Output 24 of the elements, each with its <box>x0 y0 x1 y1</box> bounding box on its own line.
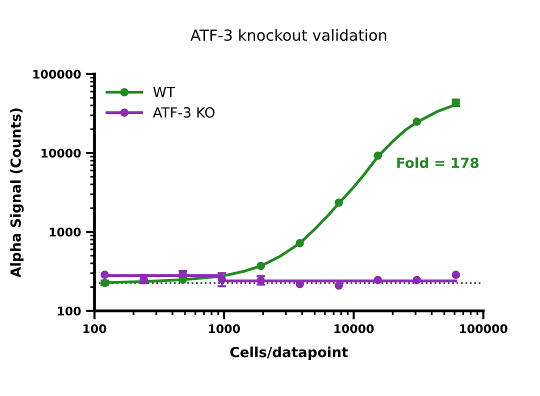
point <box>412 276 422 284</box>
point <box>452 270 460 280</box>
point <box>256 262 265 270</box>
x-tick-label: 10000 <box>334 324 374 334</box>
x-tick-label: 100000 <box>460 324 508 334</box>
point <box>296 239 304 248</box>
y-tick-label: 100 <box>58 306 81 316</box>
x-tick-label: 1000 <box>209 324 240 334</box>
y-axis-title: Alpha Signal (Counts) <box>10 108 24 278</box>
x-tick-label: 100 <box>84 324 106 334</box>
chart-title: ATF-3 knockout validation <box>190 29 386 41</box>
y-tick-label: 10000 <box>42 148 81 158</box>
point <box>412 118 422 126</box>
point <box>374 276 382 284</box>
legend-label: WT <box>153 86 176 98</box>
point <box>334 281 344 290</box>
point <box>374 151 382 160</box>
point <box>100 270 109 280</box>
x-axis-title: Cells/datapoint <box>230 346 348 360</box>
legend-label: ATF-3 KO <box>152 107 214 118</box>
point <box>334 198 344 207</box>
annotation: Fold = 178 <box>397 157 479 168</box>
y-tick-label: 100000 <box>33 70 81 79</box>
y-tick-label: 1000 <box>50 228 81 237</box>
